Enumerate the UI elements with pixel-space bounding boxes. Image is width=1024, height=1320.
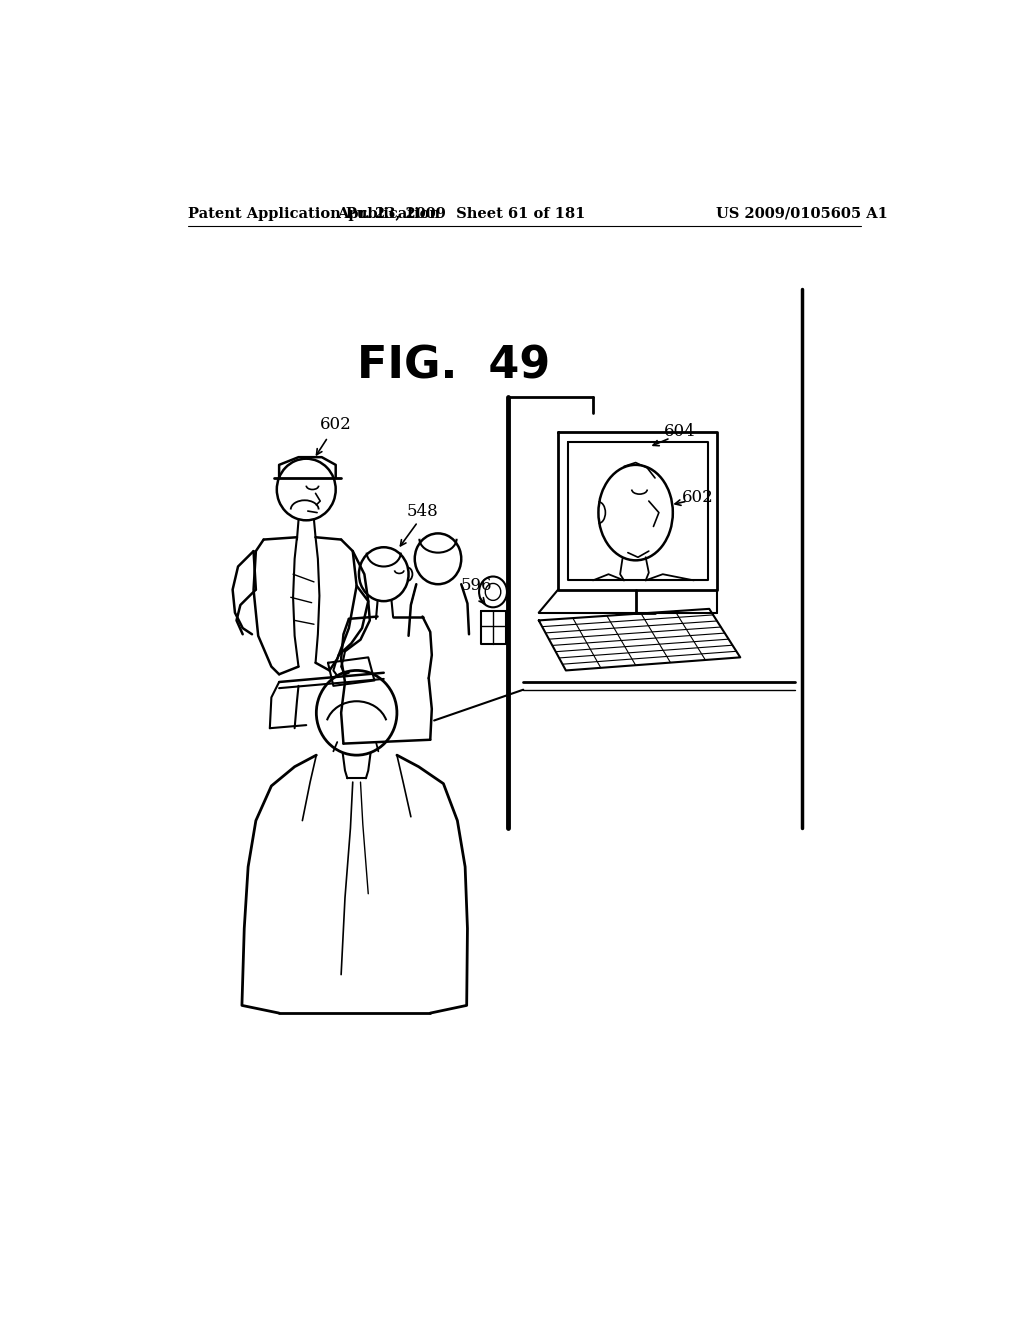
Text: FIG.  49: FIG. 49 [357,345,550,388]
Text: 602: 602 [682,488,714,506]
Text: 604: 604 [664,424,695,441]
Text: US 2009/0105605 A1: US 2009/0105605 A1 [717,207,888,220]
Text: Patent Application Publication: Patent Application Publication [188,207,440,220]
Text: Apr. 23, 2009  Sheet 61 of 181: Apr. 23, 2009 Sheet 61 of 181 [337,207,586,220]
Text: 596: 596 [461,577,493,594]
Text: 548: 548 [407,503,438,520]
Text: 602: 602 [319,416,351,433]
